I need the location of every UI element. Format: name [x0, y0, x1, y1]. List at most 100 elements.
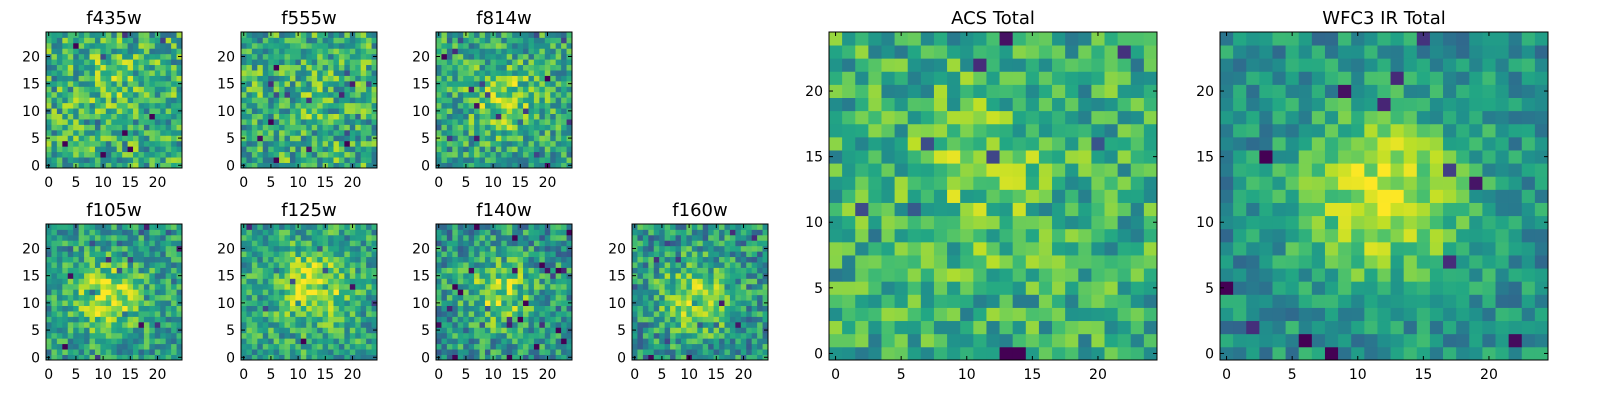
heatmap-cell	[881, 163, 895, 177]
heatmap-cell	[550, 289, 557, 296]
heatmap-cell	[344, 42, 351, 49]
heatmap-cell	[94, 262, 101, 268]
heatmap-cell	[62, 354, 69, 361]
heatmap-cell	[116, 70, 123, 76]
heatmap-cell	[154, 151, 161, 158]
heatmap-cell	[56, 300, 63, 306]
heatmap-cell	[246, 349, 253, 355]
heatmap-cell	[317, 53, 323, 60]
heatmap-cell	[333, 140, 340, 147]
heatmap-cell	[1091, 255, 1105, 269]
heatmap-cell	[523, 32, 529, 38]
heatmap-cell	[463, 140, 470, 147]
heatmap-cell	[300, 91, 307, 98]
heatmap-cell	[446, 42, 453, 49]
heatmap-cell	[171, 37, 177, 44]
heatmap-cell	[441, 245, 448, 252]
axes-frame	[240, 31, 378, 169]
heatmap-cell	[468, 53, 475, 60]
heatmap-cell	[691, 294, 698, 301]
heatmap-cell	[659, 300, 666, 306]
heatmap-cell	[550, 75, 557, 82]
heatmap-cell	[653, 311, 660, 317]
heatmap-cell	[842, 176, 856, 190]
heatmap-cell	[338, 86, 345, 93]
heatmap-cell	[122, 262, 128, 268]
heatmap-cell	[257, 48, 264, 55]
heatmap-cell	[729, 300, 736, 306]
heatmap-cell	[501, 278, 508, 285]
heatmap-cell	[653, 316, 660, 323]
heatmap-cell	[441, 64, 448, 71]
heatmap-cell	[999, 333, 1014, 348]
heatmap-cell	[999, 346, 1014, 361]
heatmap-cell	[67, 80, 74, 87]
heatmap-cell	[371, 311, 378, 317]
heatmap-cell	[1038, 215, 1053, 230]
heatmap-cell	[289, 354, 296, 361]
heatmap-cell	[300, 80, 307, 87]
heatmap-cell	[94, 42, 101, 49]
heatmap-cell	[561, 48, 567, 55]
heatmap-cell	[127, 305, 134, 312]
heatmap-cell	[371, 343, 378, 350]
heatmap-cell	[262, 64, 269, 71]
heatmap-cell	[171, 97, 177, 104]
heatmap-cell	[713, 321, 720, 328]
heatmap-cell	[322, 97, 329, 104]
heatmap-cell	[642, 234, 649, 241]
heatmap-cell	[713, 272, 720, 279]
heatmap-cell	[746, 349, 753, 355]
heatmap-cell	[100, 300, 107, 306]
heatmap-cell	[881, 202, 895, 217]
heatmap-cell	[306, 97, 313, 104]
heatmap-cell	[349, 283, 356, 290]
heatmap-cell	[127, 321, 134, 328]
heatmap-cell	[344, 124, 351, 131]
heatmap-cell	[138, 157, 145, 163]
heatmap-cell	[675, 262, 682, 268]
heatmap-cell	[441, 224, 448, 230]
heatmap-cell	[251, 129, 258, 136]
heatmap-cell	[468, 278, 475, 285]
heatmap-cell	[746, 262, 753, 268]
heatmap-cell	[349, 119, 356, 125]
heatmap-cell	[544, 146, 551, 153]
heatmap-cell	[708, 278, 714, 285]
heatmap-cell	[680, 327, 687, 334]
heatmap-cell	[349, 234, 356, 241]
heatmap-cell	[246, 251, 253, 258]
heatmap-cell	[284, 157, 291, 163]
heatmap-cell	[338, 37, 345, 44]
heatmap-cell	[328, 91, 334, 98]
heatmap-cell	[46, 321, 52, 328]
heatmap-cell	[960, 294, 974, 308]
heatmap-cell	[1091, 281, 1105, 295]
heatmap-cell	[62, 42, 69, 49]
heatmap-cell	[517, 48, 524, 55]
heatmap-cell	[523, 229, 529, 236]
heatmap-cell	[338, 305, 345, 312]
heatmap-cell	[670, 305, 676, 312]
heatmap-cell	[257, 119, 264, 125]
heatmap-cell	[67, 64, 74, 71]
heatmap-cell	[94, 75, 101, 82]
heatmap-cell	[100, 256, 107, 263]
heatmap-cell	[84, 316, 90, 323]
heatmap-cell	[89, 140, 96, 147]
heatmap-cell	[84, 37, 90, 44]
heatmap-cell	[659, 305, 666, 312]
heatmap-cell	[490, 321, 497, 328]
heatmap-cell	[62, 224, 69, 230]
heatmap-cell	[550, 59, 557, 66]
heatmap-cell	[116, 135, 123, 142]
heatmap-cell	[56, 135, 63, 142]
heatmap-cell	[133, 321, 139, 328]
heatmap-cell	[757, 272, 763, 279]
heatmap-cell	[122, 64, 128, 71]
heatmap-cell	[441, 343, 448, 350]
heatmap-cell	[273, 332, 280, 339]
heatmap-cell	[284, 311, 291, 317]
heatmap-cell	[322, 316, 329, 323]
heatmap-cell	[740, 311, 747, 317]
